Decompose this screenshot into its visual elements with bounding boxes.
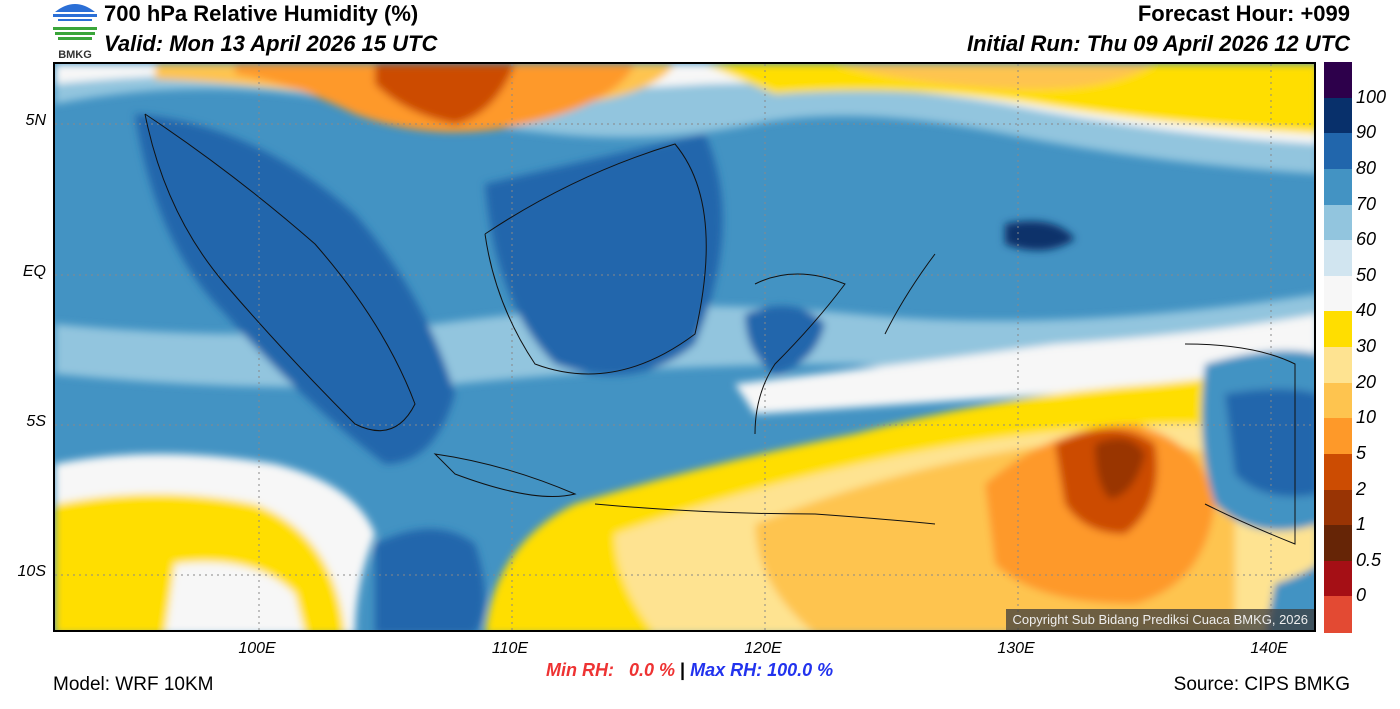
colorbar-label: 2 <box>1356 478 1367 499</box>
colorbar-swatch <box>1324 311 1352 348</box>
lat-label: 5N <box>25 112 46 129</box>
colorbar-label: 0 <box>1356 585 1367 606</box>
lat-label: 10S <box>17 563 46 580</box>
colorbar-label: 100 <box>1356 86 1387 107</box>
colorbar-label: 90 <box>1356 122 1377 143</box>
lon-label: 110E <box>491 640 529 657</box>
bmkg-logo: BMKG <box>50 0 100 61</box>
forecast-hour: Forecast Hour: +099 <box>1137 1 1350 26</box>
lon-label: 100E <box>238 640 276 657</box>
colorbar <box>1324 62 1352 633</box>
colorbar-label: 30 <box>1356 336 1377 356</box>
colorbar-swatch <box>1324 133 1352 170</box>
copyright-notice: Copyright Sub Bidang Prediksi Cuaca BMKG… <box>1006 609 1314 630</box>
colorbar-label: 20 <box>1356 371 1377 392</box>
colorbar-swatch <box>1324 453 1352 490</box>
coastlines <box>144 113 1296 545</box>
valid-time: Valid: Mon 13 April 2026 15 UTC <box>104 31 438 56</box>
colorbar-swatch <box>1324 560 1352 597</box>
lon-label: 130E <box>997 640 1035 657</box>
colorbar-swatch <box>1324 240 1352 277</box>
source-label: Source: CIPS BMKG <box>1173 674 1350 695</box>
colorbar-label: 10 <box>1356 407 1377 428</box>
colorbar-label: 80 <box>1356 157 1377 178</box>
model-label: Model: WRF 10KM <box>53 674 214 695</box>
colorbar-label: 1 <box>1356 514 1367 535</box>
humidity-map: Copyright Sub Bidang Prediksi Cuaca BMKG… <box>53 62 1316 632</box>
colorbar-swatch <box>1324 347 1352 384</box>
colorbar-swatch <box>1324 62 1352 99</box>
max-rh: Max RH: 100.0 % <box>690 660 834 680</box>
lon-label: 120E <box>744 640 782 657</box>
min-max-rh: Min RH: 0.0 % | Max RH: 100.0 % <box>546 660 833 681</box>
map-title: 700 hPa Relative Humidity (%) <box>104 1 419 26</box>
colorbar-label: 5 <box>1356 442 1367 463</box>
lat-label: EQ <box>22 263 46 280</box>
colorbar-swatch <box>1324 97 1352 134</box>
colorbar-swatch <box>1324 418 1352 455</box>
graticule <box>55 64 1314 630</box>
svg-text:BMKG: BMKG <box>58 49 92 60</box>
lat-label: 5S <box>26 413 46 430</box>
colorbar-label: 70 <box>1356 193 1377 214</box>
separator: | <box>680 660 686 680</box>
colorbar-swatch <box>1324 489 1352 526</box>
initial-run: Initial Run: Thu 09 April 2026 12 UTC <box>966 31 1350 56</box>
colorbar-label: 50 <box>1356 264 1377 285</box>
colorbar-swatch <box>1324 204 1352 241</box>
colorbar-label: 60 <box>1356 229 1377 250</box>
min-rh: Min RH: 0.0 % <box>546 660 676 680</box>
colorbar-swatch <box>1324 525 1352 562</box>
colorbar-swatch <box>1324 596 1352 633</box>
colorbar-swatch <box>1324 168 1352 205</box>
lon-label: 140E <box>1250 640 1288 657</box>
colorbar-label: 40 <box>1356 300 1377 321</box>
colorbar-label: 0.5 <box>1356 549 1382 570</box>
colorbar-swatch <box>1324 275 1352 312</box>
colorbar-swatch <box>1324 382 1352 419</box>
humidity-field <box>55 64 1314 630</box>
